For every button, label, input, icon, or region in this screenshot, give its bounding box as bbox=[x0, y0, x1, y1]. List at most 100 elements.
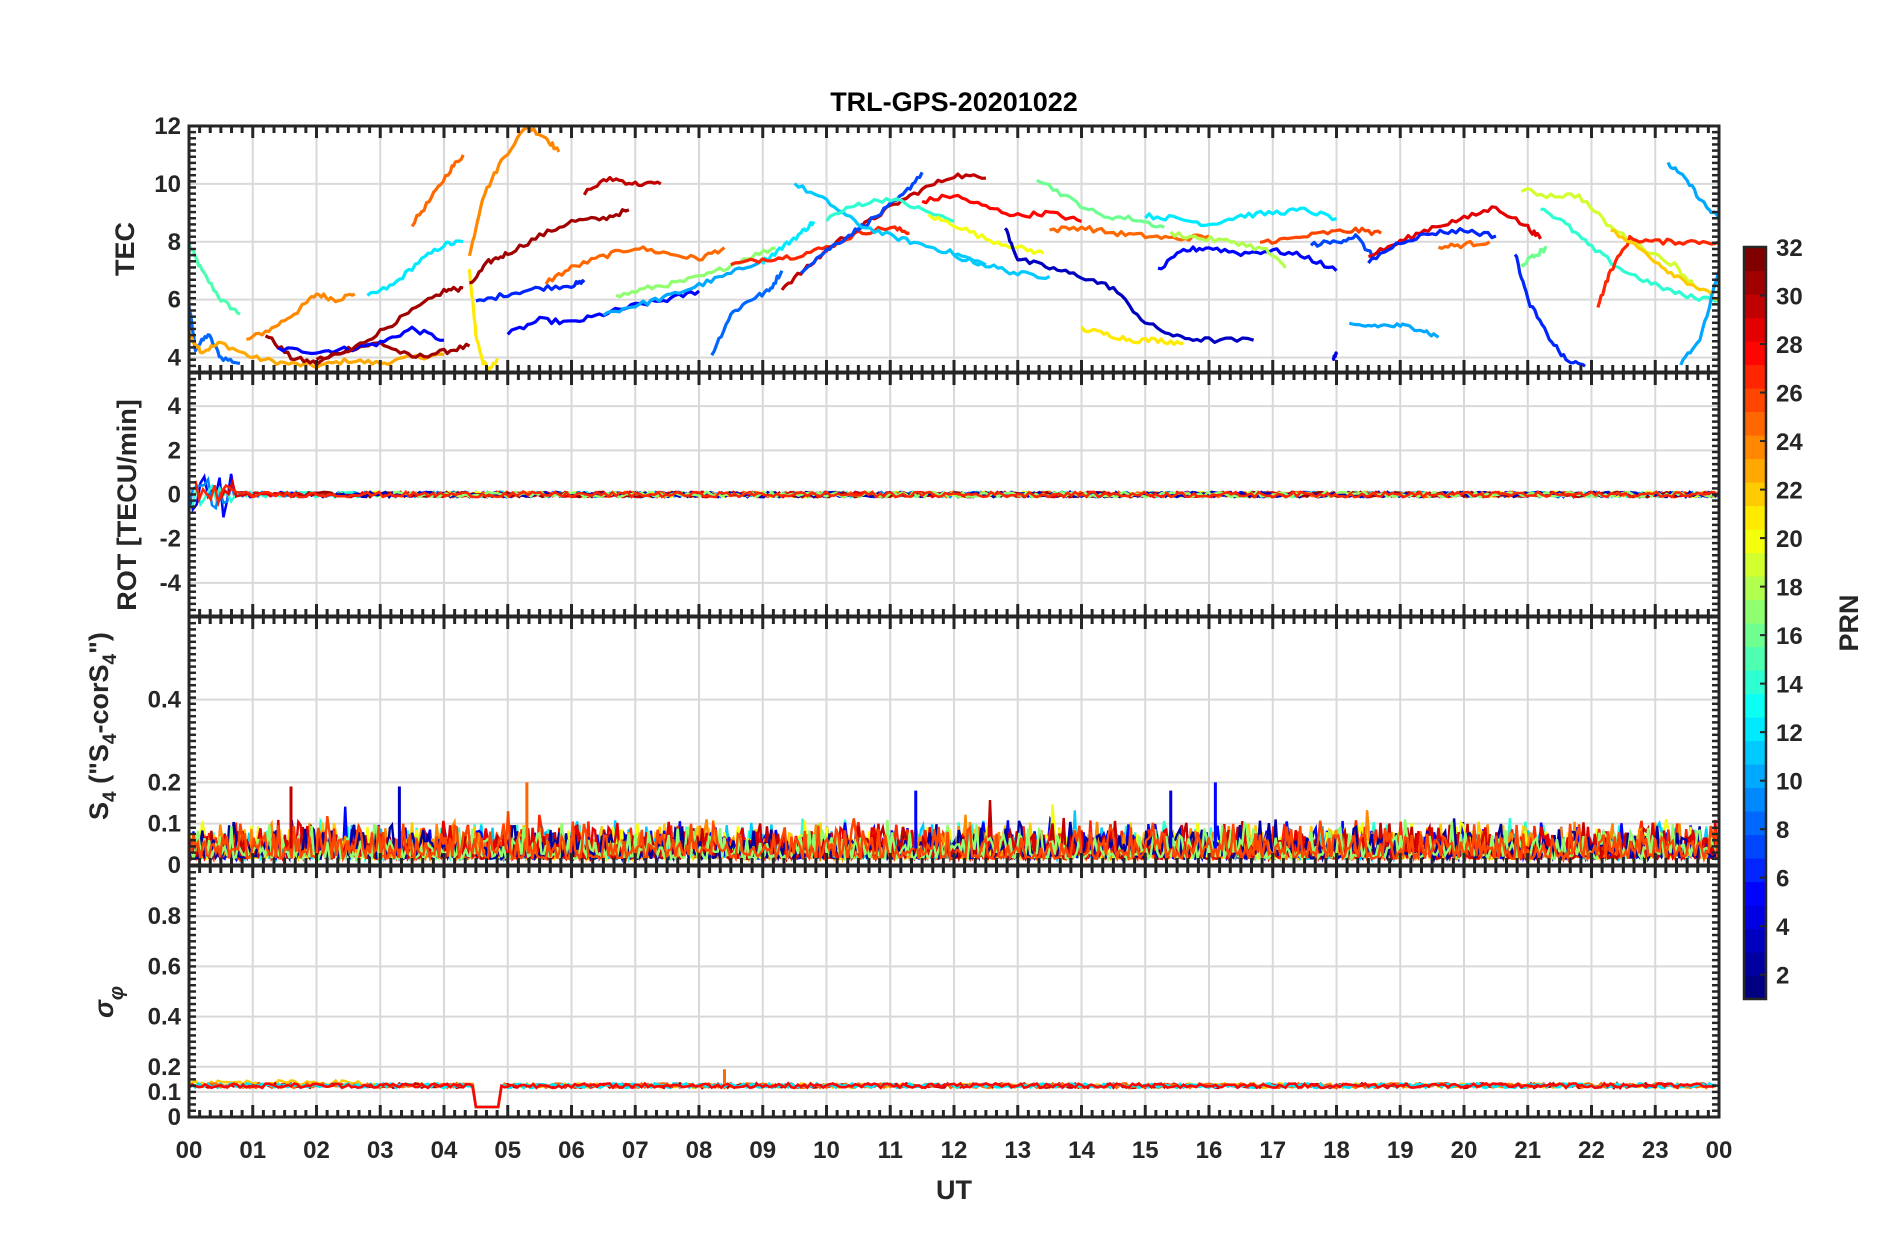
tec-series-prn-12 bbox=[366, 239, 464, 297]
x-tick-label: 20 bbox=[1451, 1137, 1478, 1164]
colorbar-swatch bbox=[1744, 411, 1766, 436]
rot-y-tick-label: 2 bbox=[168, 437, 181, 464]
colorbar-tick-label: 24 bbox=[1776, 429, 1803, 456]
x-tick-label: 00 bbox=[1706, 1137, 1733, 1164]
tec-series-prn-26 bbox=[1259, 226, 1382, 245]
tec-series-prn-5 bbox=[277, 325, 445, 356]
colorbar-swatch bbox=[1744, 623, 1766, 648]
sigma-phi-y-tick-label: 0 bbox=[168, 1104, 181, 1131]
sigma-phi-y-ticks: 00.10.2 0.4 0.6 0.8 bbox=[148, 903, 182, 1131]
colorbar-label: PRN bbox=[1834, 594, 1864, 651]
s4-y-tick-label: 0.1 bbox=[148, 811, 181, 838]
tec-series-prn-12 bbox=[761, 220, 816, 265]
tec-series-prn-30 bbox=[582, 176, 662, 196]
tec-series-prn-11 bbox=[793, 182, 987, 267]
rot-y-tick-label: -2 bbox=[160, 526, 181, 553]
colorbar-swatch bbox=[1744, 646, 1766, 671]
tec-series-prn-6 bbox=[1367, 227, 1497, 264]
tec-series-prn-23 bbox=[189, 332, 445, 370]
tec-series-prn-8 bbox=[710, 270, 784, 357]
colorbar-tick-label: 18 bbox=[1776, 575, 1803, 602]
x-tick-label: 09 bbox=[749, 1137, 776, 1164]
x-tick-label: 16 bbox=[1196, 1137, 1223, 1164]
colorbar-tick-label: 26 bbox=[1776, 381, 1803, 408]
colorbar-swatch bbox=[1744, 834, 1766, 859]
x-tick-label: 08 bbox=[686, 1137, 713, 1164]
tec-series-prn-8 bbox=[189, 306, 241, 365]
colorbar-swatch bbox=[1744, 811, 1766, 836]
tec-series-prn-21 bbox=[1080, 325, 1184, 347]
tec-series-prn-28 bbox=[921, 193, 1083, 223]
x-tick-labels: 00 01 02 03 04 05 06 07 08 09 10 11 12 13 14 15 16 17 18 19… bbox=[176, 1137, 1733, 1164]
rot-y-tick-label: 0 bbox=[168, 482, 181, 509]
tec-series-prn-5 bbox=[1157, 245, 1338, 272]
tec-series-prn-25 bbox=[544, 245, 726, 285]
colorbar-swatch bbox=[1744, 552, 1766, 577]
sigma-phi-y-tick-label: 0.8 bbox=[148, 903, 181, 930]
rot-y-ticks: -4 -2 0 2 4 bbox=[160, 393, 182, 597]
colorbar-tick-label: 10 bbox=[1776, 769, 1803, 796]
colorbar-tick-label: 30 bbox=[1776, 284, 1803, 311]
colorbar-tick-label: 12 bbox=[1776, 720, 1803, 747]
rot-y-tick-label: -4 bbox=[160, 570, 182, 597]
tec-series-prn-27 bbox=[730, 225, 910, 267]
colorbar-swatch bbox=[1744, 458, 1766, 483]
colorbar-swatch bbox=[1744, 975, 1766, 1000]
x-tick-label: 07 bbox=[622, 1137, 649, 1164]
tec-y-tick-label: 10 bbox=[154, 171, 181, 198]
chart-title: TRL-GPS-20201022 bbox=[830, 87, 1078, 117]
colorbar-swatch bbox=[1744, 905, 1766, 930]
x-tick-label: 13 bbox=[1004, 1137, 1031, 1164]
rot-lines bbox=[189, 473, 1719, 518]
tec-y-ticks: 4 6 8 10 12 bbox=[154, 113, 181, 372]
x-tick-label: 18 bbox=[1323, 1137, 1350, 1164]
tec-series-prn-27 bbox=[1596, 234, 1719, 308]
tec-series-prn-5 bbox=[506, 289, 701, 336]
tec-series-prn-25 bbox=[410, 154, 465, 228]
sigma-phi-y-label: σφ bbox=[89, 986, 128, 1018]
colorbar-tick-label: 28 bbox=[1776, 332, 1803, 359]
rot-series-prn-27 bbox=[194, 480, 1719, 508]
tec-grid bbox=[189, 126, 1719, 372]
x-tick-label: 21 bbox=[1514, 1137, 1541, 1164]
colorbar-swatch bbox=[1744, 881, 1766, 906]
x-tick-label: 05 bbox=[494, 1137, 521, 1164]
sigma-phi-series-prn-12 bbox=[189, 1081, 1716, 1109]
colorbar-tick-label: 20 bbox=[1776, 526, 1803, 553]
tec-series-prn-11 bbox=[953, 254, 1051, 280]
tec-y-tick-label: 4 bbox=[168, 345, 182, 372]
x-tick-label: 11 bbox=[878, 1137, 903, 1164]
colorbar-swatch bbox=[1744, 670, 1766, 695]
x-tick-label: 22 bbox=[1578, 1137, 1605, 1164]
sigma-phi-y-tick-label: 0.1 bbox=[148, 1079, 181, 1106]
x-tick-label: 12 bbox=[941, 1137, 968, 1164]
colorbar-tick-label: 2 bbox=[1776, 963, 1789, 990]
tec-series-prn-25 bbox=[1049, 225, 1210, 242]
colorbar-frame bbox=[1742, 245, 1768, 1001]
x-tick-label: 01 bbox=[239, 1137, 266, 1164]
s4-y-tick-label: 0.2 bbox=[148, 769, 181, 796]
colorbar-swatch bbox=[1744, 341, 1766, 366]
tec-panel: 4 6 8 10 12 TEC bbox=[110, 113, 1721, 374]
tec-series-prn-10 bbox=[602, 257, 764, 317]
sigma-phi-y-tick-label: 0.4 bbox=[148, 1004, 182, 1031]
colorbar-swatch bbox=[1744, 388, 1766, 413]
x-tick-label: 15 bbox=[1132, 1137, 1159, 1164]
tec-series-prn-31 bbox=[469, 208, 630, 285]
x-axis-label: UT bbox=[936, 1175, 972, 1205]
rot-panel: -4 -2 0 2 4 ROT [TECU/min] bbox=[112, 371, 1721, 618]
colorbar-swatch bbox=[1744, 740, 1766, 765]
colorbar-swatch bbox=[1744, 764, 1766, 789]
rot-y-tick-label: 4 bbox=[168, 393, 182, 420]
colorbar-swatch bbox=[1744, 317, 1766, 342]
tec-series-prn-4 bbox=[1331, 351, 1339, 361]
colorbar-swatch bbox=[1744, 599, 1766, 624]
tec-series-prn-7 bbox=[1309, 233, 1376, 261]
x-tick-label: 19 bbox=[1387, 1137, 1414, 1164]
x-tick-label: 00 bbox=[176, 1137, 203, 1164]
s4-y-tick-label: 0.4 bbox=[148, 687, 182, 714]
tec-series-prn-24 bbox=[467, 126, 561, 257]
tec-series-prn-3 bbox=[1003, 227, 1255, 344]
colorbar-swatch bbox=[1744, 505, 1766, 530]
tec-series-prn-25 bbox=[1437, 240, 1491, 250]
